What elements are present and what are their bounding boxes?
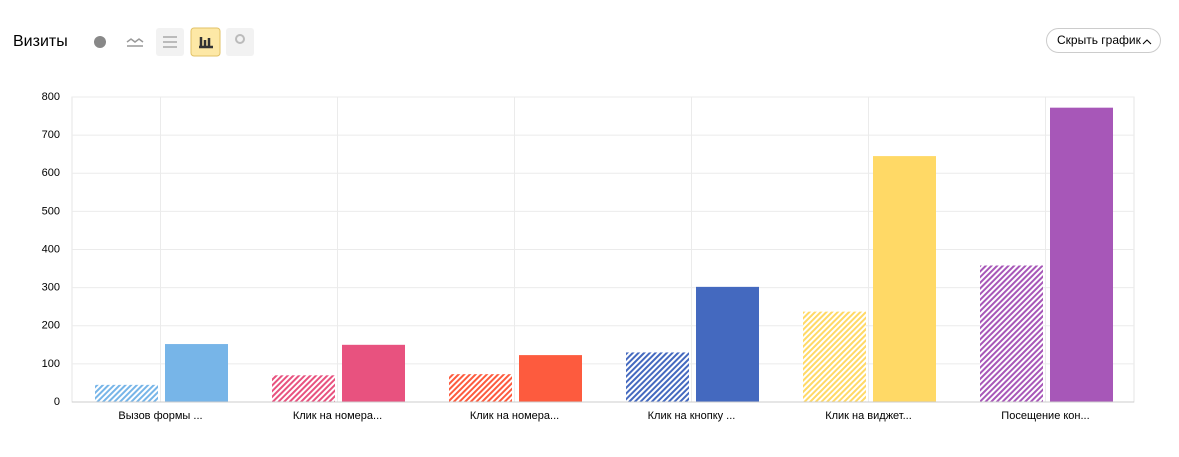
bar xyxy=(803,311,866,402)
x-tick-label: Клик на кнопку ... xyxy=(648,410,736,422)
bar xyxy=(165,344,228,402)
button-frame[interactable] xyxy=(1046,28,1161,53)
area-icon-lines xyxy=(163,36,177,48)
bar-icon-lines xyxy=(199,37,213,49)
y-tick-label: 300 xyxy=(42,282,60,294)
view-icons xyxy=(94,27,254,57)
bar xyxy=(626,352,689,402)
y-tick-label: 0 xyxy=(54,396,60,408)
y-tick-label: 400 xyxy=(42,243,60,255)
y-tick-label: 100 xyxy=(42,358,60,370)
x-tick-label: Вызов формы ... xyxy=(118,410,202,422)
y-tick-label: 600 xyxy=(42,167,60,179)
x-tick-label: Клик на виджет... xyxy=(825,410,912,422)
bar xyxy=(342,344,405,402)
bar xyxy=(519,355,582,402)
chevron xyxy=(1142,39,1152,45)
y-tick-label: 700 xyxy=(42,129,60,141)
bar xyxy=(1050,107,1113,403)
bar xyxy=(980,265,1043,402)
hide-button[interactable]: Скрыть график xyxy=(1046,28,1161,53)
pie-icon[interactable] xyxy=(94,36,106,48)
line-icon[interactable] xyxy=(126,38,144,47)
map-icon-pin xyxy=(235,34,245,44)
bar xyxy=(696,286,759,402)
x-tick-label: Клик на номера... xyxy=(293,410,382,422)
button-label[interactable]: Скрыть график xyxy=(1057,33,1142,47)
y-tick-label: 200 xyxy=(42,320,60,332)
y-tick-label: 800 xyxy=(42,91,60,103)
bar xyxy=(95,384,158,402)
y-tick-label: 500 xyxy=(42,205,60,217)
bar xyxy=(272,375,335,402)
bar xyxy=(449,374,512,402)
chart-title: Визиты xyxy=(13,33,68,50)
x-tick-label: Посещение кон... xyxy=(1001,410,1089,422)
bar xyxy=(873,156,936,402)
x-tick-label: Клик на номера... xyxy=(470,410,559,422)
